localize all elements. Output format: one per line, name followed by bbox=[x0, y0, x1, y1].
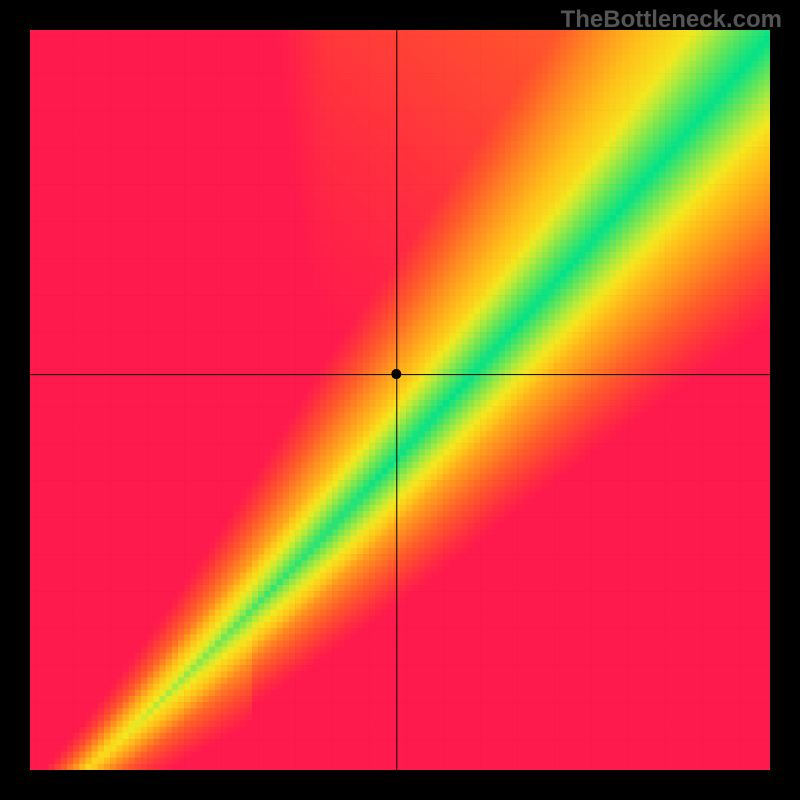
watermark-text: TheBottleneck.com bbox=[561, 6, 782, 34]
chart-container: TheBottleneck.com bbox=[0, 0, 800, 800]
heatmap-canvas bbox=[30, 30, 770, 770]
heatmap-plot bbox=[30, 30, 770, 770]
